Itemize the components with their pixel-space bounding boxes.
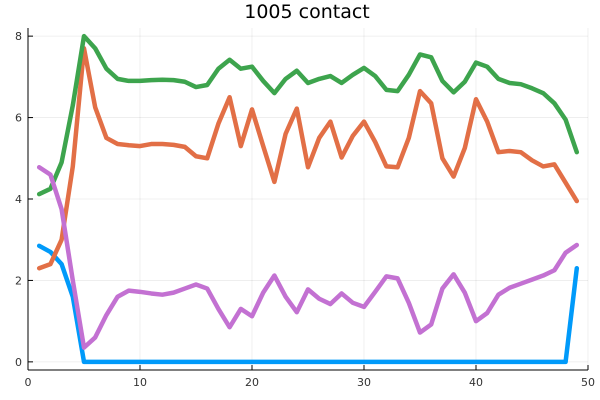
y-tick-label: 2 [15, 274, 22, 287]
axes: 0 10 20 30 40 50 0 2 4 6 8 [15, 28, 595, 389]
x-tick-label: 40 [469, 376, 483, 389]
series-group [36, 33, 580, 365]
series-line-1 [36, 243, 580, 365]
chart-title: 1005 contact [244, 1, 370, 23]
y-tick-label: 4 [15, 193, 22, 206]
series-line-3 [36, 33, 580, 197]
y-tick-label: 0 [15, 356, 22, 369]
series-line-4 [36, 164, 580, 350]
series-line-2 [36, 46, 580, 271]
x-tick-label: 30 [357, 376, 371, 389]
y-tick-label: 8 [15, 30, 22, 43]
x-tick-label: 50 [581, 376, 595, 389]
x-tick-label: 10 [133, 376, 147, 389]
x-tick-label: 20 [245, 376, 259, 389]
x-tick-label: 0 [25, 376, 32, 389]
y-tick-label: 6 [15, 112, 22, 125]
